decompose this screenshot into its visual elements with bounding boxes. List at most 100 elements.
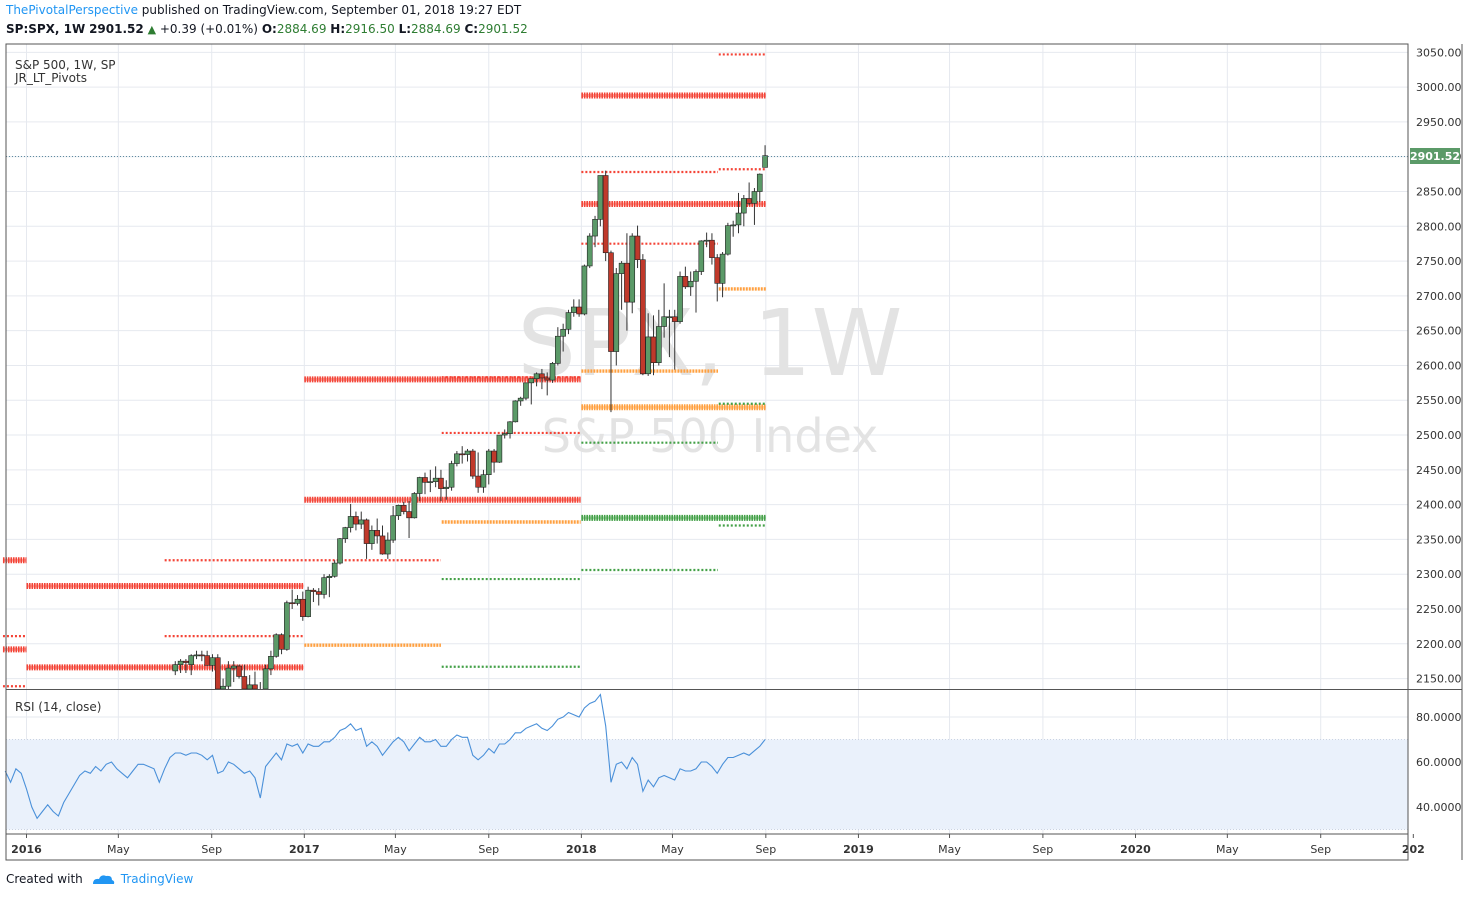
candle-body	[347, 516, 354, 528]
candle-body	[555, 335, 561, 364]
price-tick-label: 2200.00	[1416, 638, 1462, 651]
candle-body	[714, 257, 721, 284]
candle-body	[209, 657, 216, 666]
candle	[703, 232, 710, 248]
candle	[666, 309, 673, 358]
candle-body	[613, 273, 620, 352]
candle	[363, 518, 370, 559]
time-tick-label: 2020	[1120, 843, 1151, 856]
candle-body	[650, 336, 657, 363]
close-value: 2901.52	[478, 22, 528, 36]
candle-body	[661, 316, 667, 327]
pivot-levels	[2, 53, 766, 688]
candle-body	[321, 577, 327, 595]
candle	[741, 194, 747, 227]
candle-body	[501, 433, 508, 436]
candle	[353, 511, 359, 531]
candle-body	[220, 685, 226, 690]
candle-body	[746, 198, 752, 204]
candle	[629, 233, 636, 314]
candle	[188, 654, 195, 676]
candle	[661, 283, 667, 338]
candle	[735, 192, 742, 234]
candle	[172, 661, 179, 676]
candle	[220, 678, 226, 690]
published-text: published on TradingView.com, September …	[141, 3, 522, 17]
candle-body	[655, 326, 662, 363]
candle-body	[385, 539, 391, 555]
candle	[608, 250, 614, 413]
candle	[315, 588, 322, 606]
price-tick-label: 2700.00	[1416, 290, 1462, 303]
candle-body	[188, 655, 195, 665]
candle-body	[735, 212, 742, 226]
open-label: O:	[261, 22, 277, 36]
author-link[interactable]: ThePivotalPerspective	[6, 3, 138, 17]
indicator-legend[interactable]: JR_LT_Pivots	[14, 71, 87, 85]
candle-body	[331, 562, 338, 577]
candle	[273, 633, 280, 658]
price-tick-label: 2950.00	[1416, 116, 1462, 129]
candle	[602, 170, 609, 262]
rsi-legend[interactable]: RSI (14, close)	[15, 700, 101, 714]
candle	[586, 233, 593, 269]
candle-body	[677, 276, 683, 322]
candle	[199, 650, 205, 662]
candle-body	[459, 453, 466, 456]
candle	[204, 650, 210, 666]
tradingview-link[interactable]: TradingView	[120, 872, 194, 886]
candle-body	[230, 665, 237, 669]
candles	[172, 145, 768, 690]
candle-body	[703, 239, 710, 242]
candle-body	[666, 316, 673, 319]
candle	[570, 299, 577, 317]
candle	[592, 215, 598, 248]
candle	[214, 654, 221, 690]
footer: Created with TradingView	[6, 872, 193, 886]
candle	[698, 240, 705, 276]
candle	[746, 182, 752, 206]
candle-body	[725, 225, 731, 255]
time-tick-label: May	[661, 843, 684, 856]
rsi-tick-label: 40.0000	[1416, 801, 1462, 814]
candle-body	[342, 527, 349, 540]
time-tick-label: Sep	[478, 843, 499, 856]
candle	[725, 222, 731, 256]
time-tick-label: May	[384, 843, 407, 856]
candle	[225, 661, 232, 689]
candle	[544, 372, 551, 396]
candle	[236, 664, 242, 679]
series-legend[interactable]: S&P 500, 1W, SP	[15, 58, 116, 72]
candle-body	[369, 530, 375, 544]
candle	[406, 501, 412, 539]
candle-body	[241, 676, 248, 690]
candle-body	[193, 654, 200, 657]
candle-body	[400, 505, 407, 512]
candle-body	[470, 450, 476, 477]
candle	[533, 372, 540, 387]
candle-body	[337, 538, 343, 564]
time-tick-label: Sep	[1033, 843, 1054, 856]
candle	[576, 299, 582, 317]
candle-body	[358, 519, 365, 525]
candle-body	[299, 598, 306, 617]
time-tick-label: 2018	[566, 843, 597, 856]
candle-body	[252, 684, 258, 690]
candle	[177, 659, 184, 673]
candle	[549, 361, 556, 383]
created-with-text: Created with	[6, 872, 83, 886]
candle-body	[289, 602, 295, 605]
candle	[278, 633, 285, 655]
symbol-label: SP:SPX, 1W	[6, 22, 86, 36]
rsi-line	[4, 693, 766, 820]
price-tick-label: 3000.00	[1416, 81, 1462, 94]
candle	[369, 525, 375, 550]
candle-body	[448, 463, 455, 488]
candle	[634, 225, 641, 269]
rsi-pane	[4, 693, 766, 820]
candle-body	[278, 634, 285, 650]
candle-body	[496, 434, 503, 463]
candle	[730, 220, 736, 237]
open-value: 2884.69	[276, 22, 327, 36]
